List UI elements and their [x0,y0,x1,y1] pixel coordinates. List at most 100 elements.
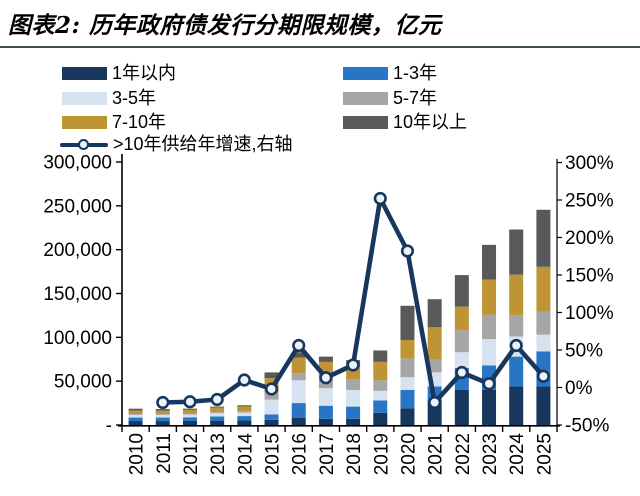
line-marker [183,395,197,409]
bar-segment-2019 [373,380,388,391]
bar-segment-2012 [182,417,197,421]
legend-label: 5-7年 [393,88,438,108]
bar-segment-2025 [536,311,551,335]
line-marker [156,395,170,410]
y-axis-label-right: 200% [565,228,614,249]
bar-segment-2022 [454,306,469,331]
x-axis-label: 2017 [317,433,338,475]
legend-item-1-3yr: 1-3年 [343,64,437,82]
bar-segment-2012 [182,414,197,418]
legend-label: 3-5年 [112,88,157,108]
bar-segment-2020 [400,377,415,390]
bar-segment-2013 [210,420,225,425]
x-axis-label: 2010 [127,433,148,475]
x-axis-label: 2014 [235,433,256,476]
bar-segment-2023 [482,314,497,340]
y-axis-label-right: -50% [565,416,609,437]
bar-segment-2023 [482,279,497,315]
bar-segment-2016 [291,417,306,425]
bar-segment-2015 [264,399,279,415]
bar-segment-2011 [155,417,170,422]
line-marker [400,244,415,258]
legend-item-growth-line: >10年供给年增速,右轴 [60,135,293,153]
bar-segment-2014 [237,416,252,421]
bar-segment-2015 [264,414,279,420]
x-axis-label: 2013 [208,433,229,475]
bar-segment-2020 [400,408,415,425]
bar-segment-2025 [536,266,551,312]
bar-segment-2010 [128,408,143,411]
bar-segment-2018 [346,379,361,390]
bar-segment-2014 [237,412,252,417]
bar-segment-2019 [373,390,388,401]
bar-segment-2012 [182,413,197,415]
bar-segment-2017 [318,405,333,419]
bar-segment-2012 [182,420,197,425]
x-axis-label: 2025 [534,433,555,475]
line-marker [455,365,469,380]
line-marker [210,392,224,407]
bar-segment-2024 [509,229,524,275]
x-axis-label: 2016 [290,433,311,475]
line-marker [482,377,496,391]
bar-segment-2017 [318,356,333,362]
y-axis-label-left: 300,000 [43,153,112,174]
x-axis-label: 2021 [426,433,447,475]
line-marker [536,369,551,383]
bar-segment-2011 [155,409,170,411]
bar-segment-2024 [509,356,524,387]
legend-swatch-over-10yr [343,115,388,129]
line-marker [509,338,523,353]
legend-swatch-under-1yr [62,66,107,80]
bar-segment-2013 [210,412,225,414]
bar-segment-2021 [427,327,442,360]
y-axis-label-left: - [106,416,112,437]
bar-segment-2013 [210,406,225,408]
y-axis-label-left: 50,000 [54,372,112,393]
legend-label: 1年以内 [112,63,177,83]
legend-swatch-1-3yr [343,66,388,80]
bar-segment-2013 [210,416,225,421]
bar-segment-2024 [509,386,524,425]
bar-segment-2023 [482,389,497,425]
bar-segment-2016 [291,373,306,381]
bar-segment-2019 [373,412,388,425]
y-axis-label-right: 300% [565,153,614,174]
bar-segment-2017 [318,388,333,406]
bar-segment-2022 [454,330,469,353]
bar-segment-2018 [346,389,361,407]
legend-label: 10年以上 [393,112,468,132]
bar-segment-2010 [128,414,143,415]
x-axis-label: 2011 [154,433,175,474]
x-axis-label: 2012 [181,433,202,475]
y-axis-label-right: 250% [565,191,614,212]
bar-segment-2021 [427,359,442,373]
x-axis-label: 2020 [398,433,419,475]
bar-segment-2020 [400,358,415,378]
bar-segment-2010 [128,421,143,425]
bar-segment-2015 [264,372,279,379]
legend-swatch-7-10yr [62,115,107,129]
x-axis-label: 2022 [453,433,474,475]
bar-segment-2025 [536,386,551,425]
line-marker [264,382,279,396]
bar-segment-2013 [210,407,225,413]
bar-segment-2012 [182,409,197,414]
x-axis-label: 2024 [507,433,528,476]
bar-segment-2016 [291,380,306,404]
bar-segment-2025 [536,334,551,352]
bar-segment-2016 [291,352,306,358]
bar-segment-2020 [400,305,415,340]
bar-segment-2014 [237,420,252,425]
legend-swatch-5-7yr [343,91,388,105]
line-marker [428,395,442,410]
bar-segment-2023 [482,244,497,280]
bar-segment-2024 [509,314,524,337]
bar-segment-2014 [237,406,252,412]
bar-segment-2010 [128,410,143,415]
legend-label: 1-3年 [393,63,438,83]
bar-segment-2011 [155,421,170,425]
legend-item-under-1yr: 1年以内 [62,64,176,82]
